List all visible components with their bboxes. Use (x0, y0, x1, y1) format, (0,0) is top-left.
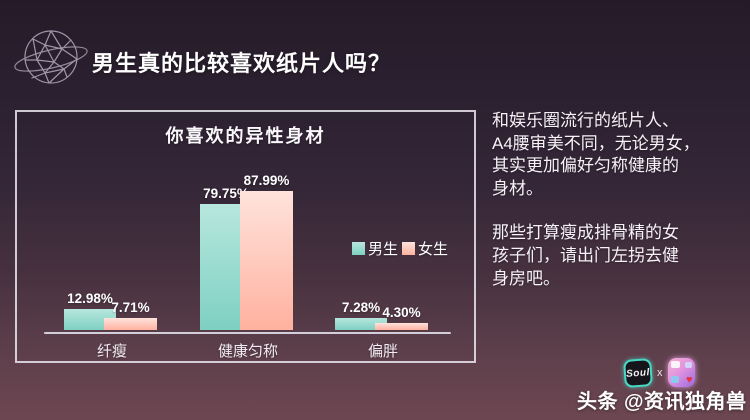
unicorn-app-icon: ♥ (667, 358, 695, 387)
bar-女生-偏胖 (375, 323, 428, 330)
commentary-paragraph-2: 那些打算瘦成排骨精的女 孩子们，请出门左拐去健 身房吧。 (492, 223, 679, 288)
legend-swatch (401, 242, 415, 255)
credit-separator: x (657, 366, 663, 379)
legend-item: 女生 (401, 238, 448, 259)
bar-男生-偏胖 (335, 318, 387, 330)
soul-app-label: Soul (625, 366, 651, 379)
commentary-paragraph-1: 和娱乐圈流行的纸片人、 A4腰审美不同，无论男女， 其实更加偏好匀称健康的 身材… (492, 111, 700, 198)
commentary-text: 和娱乐圈流行的纸片人、 A4腰审美不同，无论男女， 其实更加偏好匀称健康的 身材… (492, 110, 720, 312)
x-axis-line (44, 332, 451, 334)
bar-女生-健康匀称 (240, 191, 293, 330)
bar-value-label: 79.75% (203, 186, 249, 201)
bar-value-label: 87.99% (243, 173, 290, 188)
credit-byline: 头条 @资讯独角兽 (577, 391, 747, 413)
legend-label: 女生 (417, 241, 448, 258)
page-title: 男生真的比较喜欢纸片人吗？ (92, 51, 392, 76)
bar-男生-纤瘦 (64, 309, 116, 330)
bar-value-label: 7.71% (111, 300, 150, 315)
legend-item: 男生 (351, 238, 398, 259)
chart-panel: 你喜欢的异性身材 男生 女生 12.98% 79.75% 7.28% 7.71% 87.9… (15, 110, 476, 363)
bar-value-label: 12.98% (67, 291, 113, 306)
icon-tile (670, 361, 680, 368)
bar-女生-纤瘦 (104, 318, 157, 330)
planet-wireframe-icon (14, 30, 88, 84)
icon-tile (684, 362, 692, 368)
bar-value-label: 4.30% (382, 305, 421, 320)
category-label: 纤瘦 (96, 343, 128, 360)
icon-tile (670, 376, 679, 383)
credit-icons-row: Soul x ♥ (623, 357, 695, 388)
chart-legend: 男生 女生 (351, 238, 448, 259)
category-label: 偏胖 (367, 343, 399, 360)
bar-value-label: 7.28% (341, 300, 381, 315)
legend-label: 男生 (367, 241, 398, 258)
legend-swatch (351, 242, 365, 255)
category-label: 健康匀称 (217, 343, 279, 360)
chart-title: 你喜欢的异性身材 (165, 126, 326, 146)
heart-icon: ♥ (685, 374, 693, 386)
soul-app-icon: Soul (623, 357, 653, 388)
